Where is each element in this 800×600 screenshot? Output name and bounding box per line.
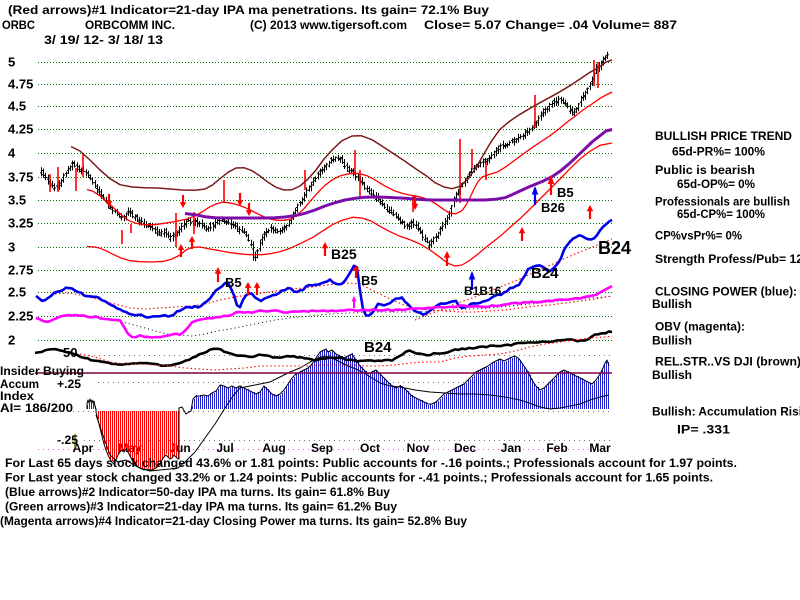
svg-text:Bullish: Bullish [652, 368, 692, 382]
svg-text:(Blue arrows)#2 Indicator=50-d: (Blue arrows)#2 Indicator=50-day IPA ma … [5, 485, 390, 499]
svg-text:Index: Index [0, 389, 34, 403]
svg-text:Insider Buying: Insider Buying [0, 364, 84, 378]
svg-text:Jan: Jan [501, 441, 522, 455]
svg-text:For Last 65 days stock changed: For Last 65 days stock changed 43.6% or … [5, 456, 737, 470]
svg-text:Aug: Aug [262, 441, 285, 455]
svg-text:IP= .331: IP= .331 [677, 423, 730, 437]
svg-text:Bullish: Accumulation Risi: Bullish: Accumulation Risi [652, 405, 800, 419]
svg-text:Dec: Dec [454, 441, 476, 455]
svg-text:OBV (magenta):: OBV (magenta): [655, 320, 745, 334]
svg-text:2.75: 2.75 [8, 263, 33, 278]
svg-text:2: 2 [8, 333, 15, 348]
svg-text:4.5: 4.5 [8, 99, 26, 114]
svg-text:65d-PR%= 100%: 65d-PR%= 100% [672, 145, 765, 159]
svg-text:Apr: Apr [73, 441, 94, 455]
svg-text:ORBCOMM INC.: ORBCOMM INC. [85, 18, 175, 32]
svg-text:Feb: Feb [546, 441, 567, 455]
svg-text:For Last year stock changed 3: For Last year stock changed 33.2% or 1.2… [5, 471, 713, 485]
svg-text:Professionals are bullish: Professionals are bullish [655, 195, 790, 209]
svg-text:B1B16: B1B16 [464, 284, 502, 298]
svg-text:Strength Profess/Pub= 12: Strength Profess/Pub= 12 [655, 252, 800, 266]
svg-text:REL.STR..VS DJI (brown): REL.STR..VS DJI (brown) [655, 355, 800, 369]
svg-text:B5: B5 [557, 185, 574, 200]
svg-text:(Magenta arrows)#4 Indicator=2: (Magenta arrows)#4 Indicator=21-day Clos… [0, 514, 467, 528]
svg-text:CP%vsPr%= 0%: CP%vsPr%= 0% [655, 229, 742, 243]
svg-text:CLOSING POWER (blue):: CLOSING POWER (blue): [655, 285, 797, 299]
svg-text:65d-OP%= 0%: 65d-OP%= 0% [677, 177, 755, 191]
svg-text:3.5: 3.5 [8, 193, 26, 208]
svg-text:BULLISH PRICE TREND: BULLISH PRICE TREND [655, 129, 792, 143]
svg-text:B24: B24 [364, 339, 392, 356]
svg-text:3.25: 3.25 [8, 216, 33, 231]
svg-text:B24: B24 [531, 265, 559, 282]
svg-text:AI= 186/200: AI= 186/200 [0, 401, 73, 415]
svg-text:+.25: +.25 [57, 377, 81, 391]
svg-text:Mar: Mar [589, 441, 611, 455]
svg-text:Close= 5.07 Change= .04 Volu: Close= 5.07 Change= .04 Volume= 887 [424, 18, 677, 32]
svg-text:2.25: 2.25 [8, 309, 33, 324]
svg-text:50: 50 [63, 345, 77, 360]
svg-text:B5: B5 [225, 275, 242, 290]
svg-text:3.75: 3.75 [8, 170, 33, 185]
svg-text:Bullish: Bullish [652, 297, 692, 311]
svg-text:4: 4 [8, 146, 16, 161]
svg-text:4.75: 4.75 [8, 77, 33, 92]
svg-text:Sep: Sep [311, 441, 333, 455]
svg-text:Accum: Accum [0, 377, 39, 391]
svg-text:Jul: Jul [216, 441, 233, 455]
svg-text:Nov: Nov [407, 441, 430, 455]
svg-text:Public is bearish: Public is bearish [655, 163, 755, 177]
svg-text:65d-CP%= 100%: 65d-CP%= 100% [677, 207, 765, 221]
svg-text:3: 3 [8, 240, 15, 255]
svg-text:(C) 2013 www.tigersoft.com: (C) 2013 www.tigersoft.com [250, 18, 407, 32]
svg-text:4.25: 4.25 [8, 122, 33, 137]
svg-text:2.5: 2.5 [8, 285, 26, 300]
svg-text:B5: B5 [361, 273, 378, 288]
svg-text:3/ 19/ 12- 3/ 18/ 13: 3/ 19/ 12- 3/ 18/ 13 [44, 33, 163, 47]
svg-text:(Green arrows)#3 Indicator=21-: (Green arrows)#3 Indicator=21-day IPA ma… [5, 500, 397, 514]
svg-text:Oct: Oct [360, 441, 380, 455]
svg-text:Bullish: Bullish [652, 334, 692, 348]
svg-text:-.25: -.25 [57, 433, 78, 447]
svg-text:(Red arrows)#1 Indicator=21-da: (Red arrows)#1 Indicator=21-day IPA ma p… [8, 3, 489, 17]
svg-text:B25: B25 [331, 246, 357, 262]
svg-text:B24: B24 [598, 238, 631, 258]
svg-text:B26: B26 [541, 200, 565, 215]
svg-text:ORBC: ORBC [2, 18, 35, 32]
svg-text:5: 5 [8, 55, 15, 70]
